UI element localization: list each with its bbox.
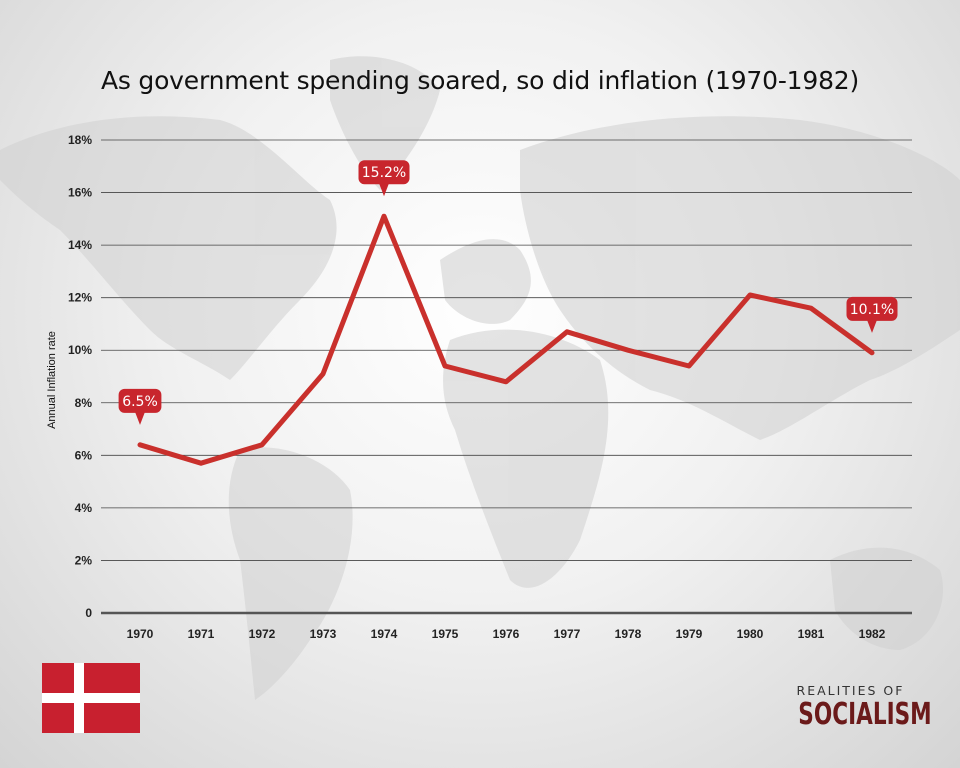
x-tick-label: 1978 — [615, 627, 642, 641]
callout-label: 10.1% — [850, 302, 894, 318]
x-tick-label: 1975 — [432, 627, 459, 641]
y-tick-label: 16% — [68, 186, 92, 200]
data-callout: 10.1% — [846, 296, 898, 333]
x-tick-label: 1972 — [249, 627, 276, 641]
x-tick-label: 1971 — [188, 627, 215, 641]
x-tick-label: 1970 — [127, 627, 154, 641]
data-callout: 15.2% — [358, 160, 410, 197]
denmark-flag-icon — [42, 663, 140, 733]
y-tick-label: 12% — [68, 291, 92, 305]
callout-label: 15.2% — [362, 165, 406, 181]
y-tick-label: 2% — [75, 553, 93, 567]
y-tick-label: 18% — [68, 133, 92, 147]
y-tick-label: 4% — [75, 501, 93, 515]
x-tick-label: 1974 — [371, 627, 398, 641]
realities-of-socialism-logo: REALITIES OF SOCIALISM — [778, 683, 932, 732]
y-tick-label: 10% — [68, 343, 92, 357]
y-tick-label: 8% — [75, 396, 93, 410]
chart-title: As government spending soared, so did in… — [100, 66, 860, 95]
x-tick-label: 1982 — [859, 627, 886, 641]
inflation-line — [137, 213, 875, 466]
data-callout: 6.5% — [118, 388, 162, 425]
logo-main-text: SOCIALISM — [798, 697, 932, 732]
y-tick-label: 6% — [75, 448, 93, 462]
x-tick-label: 1981 — [798, 627, 825, 641]
x-tick-label: 1977 — [554, 627, 581, 641]
x-tick-label: 1976 — [493, 627, 520, 641]
y-axis-label: Annual Inflation rate — [46, 331, 58, 429]
logo-top-text: REALITIES OF — [796, 683, 905, 698]
callout-label: 6.5% — [122, 394, 158, 410]
x-tick-label: 1980 — [737, 627, 764, 641]
x-tick-label: 1979 — [676, 627, 703, 641]
y-tick-label: 14% — [68, 238, 92, 252]
y-tick-label: 0 — [85, 606, 92, 620]
x-tick-label: 1973 — [310, 627, 337, 641]
